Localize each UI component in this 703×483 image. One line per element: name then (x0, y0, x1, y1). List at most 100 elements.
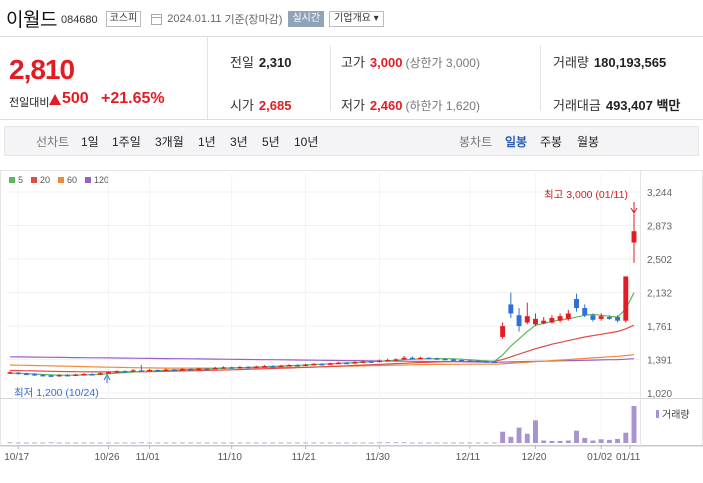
volume-bar (294, 442, 300, 444)
y-tick-label: 2,873 (647, 222, 672, 233)
stat-low-value: 2,460 (369, 98, 403, 113)
candle-body (97, 373, 103, 375)
volume-bar (262, 442, 267, 444)
current-price-panel: 2,810 전일대비 500 +21.65% (0, 37, 208, 119)
candle-body (426, 357, 432, 360)
period-3m[interactable]: 3개월 (155, 135, 184, 149)
volume-bar (114, 442, 120, 444)
volume-bar (212, 442, 218, 444)
high-annotation: 최고 3,000 (01/11) (544, 189, 628, 201)
candle-monthly[interactable]: 월봉 (577, 135, 600, 149)
period-10y[interactable]: 10년 (294, 135, 319, 149)
volume-bar (245, 442, 251, 444)
candle-body (377, 360, 382, 363)
volume-bar (475, 442, 481, 444)
candle-body (40, 374, 46, 377)
candle-body (467, 360, 473, 362)
candle-body (524, 316, 530, 323)
candle-body (598, 316, 604, 319)
chart-frame (0, 170, 703, 447)
volume-bar (311, 442, 317, 444)
candle-body (631, 231, 637, 243)
divider (540, 45, 541, 111)
volume-bar (401, 442, 407, 444)
candle-body (615, 317, 621, 321)
candle-body (138, 370, 144, 372)
period-1y[interactable]: 1년 (198, 135, 216, 149)
candle-body (81, 374, 87, 376)
legend-ma120-label: 120 (94, 175, 110, 185)
legend-ma5: 5 (9, 175, 23, 185)
period-1w[interactable]: 1주일 (112, 135, 141, 149)
candle-body (147, 369, 153, 372)
candle-body (294, 364, 300, 367)
candle-body (418, 357, 423, 360)
price-chart[interactable]: 3,244 2,873 2,502 2,132 1,761 1,391 1,020 10/17… (0, 170, 703, 470)
period-5y[interactable]: 5년 (262, 135, 280, 149)
volume-bar (459, 442, 465, 444)
volume-label-swatch (656, 410, 659, 418)
x-tick-label: 11/01 (136, 452, 161, 463)
candle-daily[interactable]: 일봉 (505, 135, 528, 149)
y-tick-label: 3,244 (647, 188, 672, 199)
candle-body (557, 316, 563, 321)
volume-bar (97, 442, 103, 444)
period-1d[interactable]: 1일 (81, 135, 99, 149)
company-info-dropdown[interactable]: 기업개요 ▾ (329, 11, 384, 27)
candle-body (114, 371, 120, 373)
x-tick-label: 11/21 (292, 452, 317, 463)
volume-bar (516, 427, 522, 443)
volume-bar (598, 439, 604, 443)
realtime-button[interactable]: 실시간 (288, 11, 325, 27)
candle-body (106, 372, 111, 374)
candle-body (565, 313, 571, 319)
candle-body (582, 308, 588, 316)
candle-weekly[interactable]: 주봉 (540, 135, 563, 149)
volume-bar (73, 442, 79, 444)
volume-bar (335, 442, 341, 444)
stock-name: 이월드 (6, 9, 57, 31)
volume-bar (229, 442, 235, 444)
volume-bar (196, 442, 202, 444)
candle-body (409, 357, 415, 360)
candle-body (549, 317, 555, 323)
volume-bar (286, 442, 292, 444)
volume-bar (155, 442, 161, 444)
volume-bar (549, 440, 555, 443)
candle-body (32, 374, 38, 376)
volume-bar (352, 442, 358, 444)
candle-body (335, 362, 341, 365)
candle-body (7, 372, 13, 374)
y-tick-label: 1,761 (647, 322, 672, 333)
volume-bar (65, 442, 70, 444)
volume-bar (188, 442, 194, 444)
candle-body (352, 362, 358, 364)
volume-bar (56, 442, 62, 444)
calendar-icon (151, 13, 163, 25)
legend-ma5-swatch (9, 177, 15, 183)
candle-body (491, 361, 497, 364)
high-arrow-head (630, 207, 638, 214)
period-3y[interactable]: 3년 (230, 135, 248, 149)
volume-bar (344, 442, 350, 444)
volume-bar (508, 436, 514, 443)
candle-body (179, 369, 185, 371)
volume-bar (524, 433, 530, 443)
volume-bar (360, 442, 366, 444)
candle-body (475, 360, 481, 363)
volume-bar (467, 442, 473, 444)
candle-body (48, 375, 54, 377)
volume-bar (590, 440, 596, 443)
candle-body (15, 372, 21, 375)
low-annotation: 최저 1,200 (10/24) (14, 387, 99, 399)
stat-prev-value: 2,310 (258, 55, 292, 70)
volume-bar (163, 442, 169, 444)
candle-body (130, 370, 136, 372)
volume-bar (409, 442, 415, 444)
candle-body (344, 362, 350, 365)
y-tick-label: 2,132 (647, 289, 672, 300)
stat-amount-label: 거래대금 (553, 98, 601, 113)
low-arrow-head (103, 374, 111, 381)
volume-bar (221, 442, 226, 444)
candle-body (278, 365, 284, 368)
